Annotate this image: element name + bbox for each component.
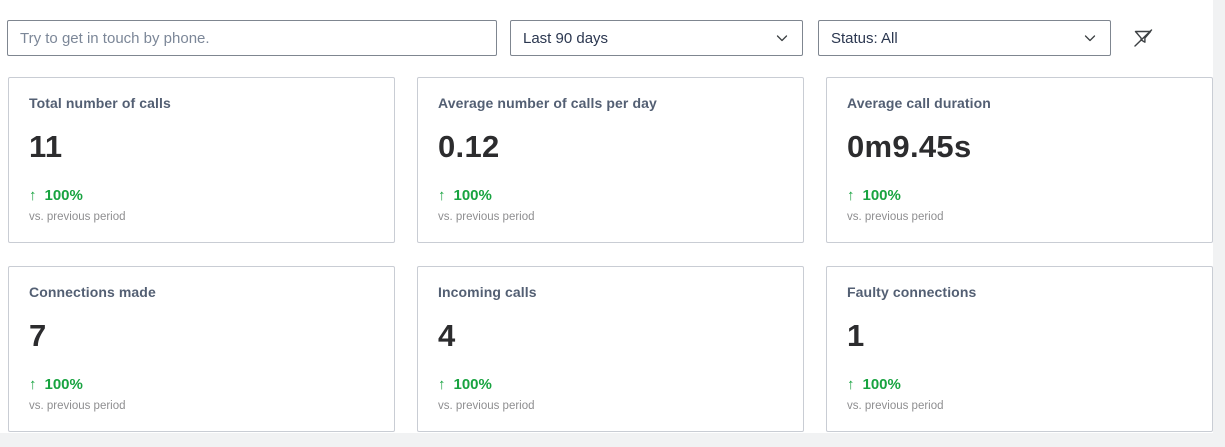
card-delta: ↑ 100% (438, 376, 783, 393)
comparison-label: vs. previous period (29, 211, 126, 223)
trend-up-arrow-icon: ↑ (438, 376, 446, 393)
card-title: Faulty connections (847, 284, 977, 300)
card-value: 11 (29, 129, 63, 164)
card-delta: ↑ 100% (847, 187, 1192, 204)
card-value: 7 (29, 318, 47, 353)
card-title: Average call duration (847, 95, 991, 111)
trend-up-arrow-icon: ↑ (438, 187, 446, 204)
card-title: Incoming calls (438, 284, 537, 300)
date-range-value: Last 90 days (523, 29, 609, 47)
trend-up-arrow-icon: ↑ (29, 376, 37, 393)
comparison-label: vs. previous period (438, 400, 535, 412)
stat-card-avg-call-duration: Average call duration 0m9.45s ↑ 100% vs.… (826, 77, 1213, 243)
stat-card-total-calls: Total number of calls 11 ↑ 100% vs. prev… (8, 77, 395, 243)
card-value: 1 (847, 318, 865, 353)
card-value: 0.12 (438, 129, 500, 164)
card-value: 4 (438, 318, 456, 353)
chevron-down-icon (1082, 30, 1098, 46)
trend-up-arrow-icon: ↑ (847, 187, 855, 204)
stat-cards-grid: Total number of calls 11 ↑ 100% vs. prev… (8, 77, 1213, 432)
status-dropdown[interactable]: Status: All (818, 20, 1111, 56)
card-delta: ↑ 100% (438, 187, 783, 204)
card-title: Connections made (29, 284, 156, 300)
delta-percent: 100% (862, 187, 901, 204)
trend-up-arrow-icon: ↑ (29, 187, 37, 204)
comparison-label: vs. previous period (847, 400, 944, 412)
stat-card-faulty-connections: Faulty connections 1 ↑ 100% vs. previous… (826, 266, 1213, 432)
comparison-label: vs. previous period (29, 400, 126, 412)
stat-card-connections-made: Connections made 7 ↑ 100% vs. previous p… (8, 266, 395, 432)
delta-percent: 100% (453, 376, 492, 393)
trend-up-arrow-icon: ↑ (847, 376, 855, 393)
search-input[interactable] (7, 20, 497, 56)
stat-card-avg-calls-per-day: Average number of calls per day 0.12 ↑ 1… (417, 77, 804, 243)
comparison-label: vs. previous period (847, 211, 944, 223)
delta-percent: 100% (862, 376, 901, 393)
comparison-label: vs. previous period (438, 211, 535, 223)
filters-toolbar: Last 90 days Status: All (0, 0, 1213, 56)
clear-filters-button[interactable] (1127, 22, 1159, 54)
date-range-dropdown[interactable]: Last 90 days (510, 20, 803, 56)
delta-percent: 100% (44, 376, 83, 393)
status-value: Status: All (831, 29, 898, 47)
delta-percent: 100% (44, 187, 83, 204)
dashboard-content: Last 90 days Status: All (0, 0, 1213, 433)
chevron-down-icon (774, 30, 790, 46)
stat-card-incoming-calls: Incoming calls 4 ↑ 100% vs. previous per… (417, 266, 804, 432)
card-title: Average number of calls per day (438, 95, 657, 111)
card-delta: ↑ 100% (29, 187, 374, 204)
card-delta: ↑ 100% (29, 376, 374, 393)
filter-off-icon (1131, 26, 1155, 50)
delta-percent: 100% (453, 187, 492, 204)
card-delta: ↑ 100% (847, 376, 1192, 393)
card-title: Total number of calls (29, 95, 171, 111)
card-value: 0m9.45s (847, 129, 972, 164)
